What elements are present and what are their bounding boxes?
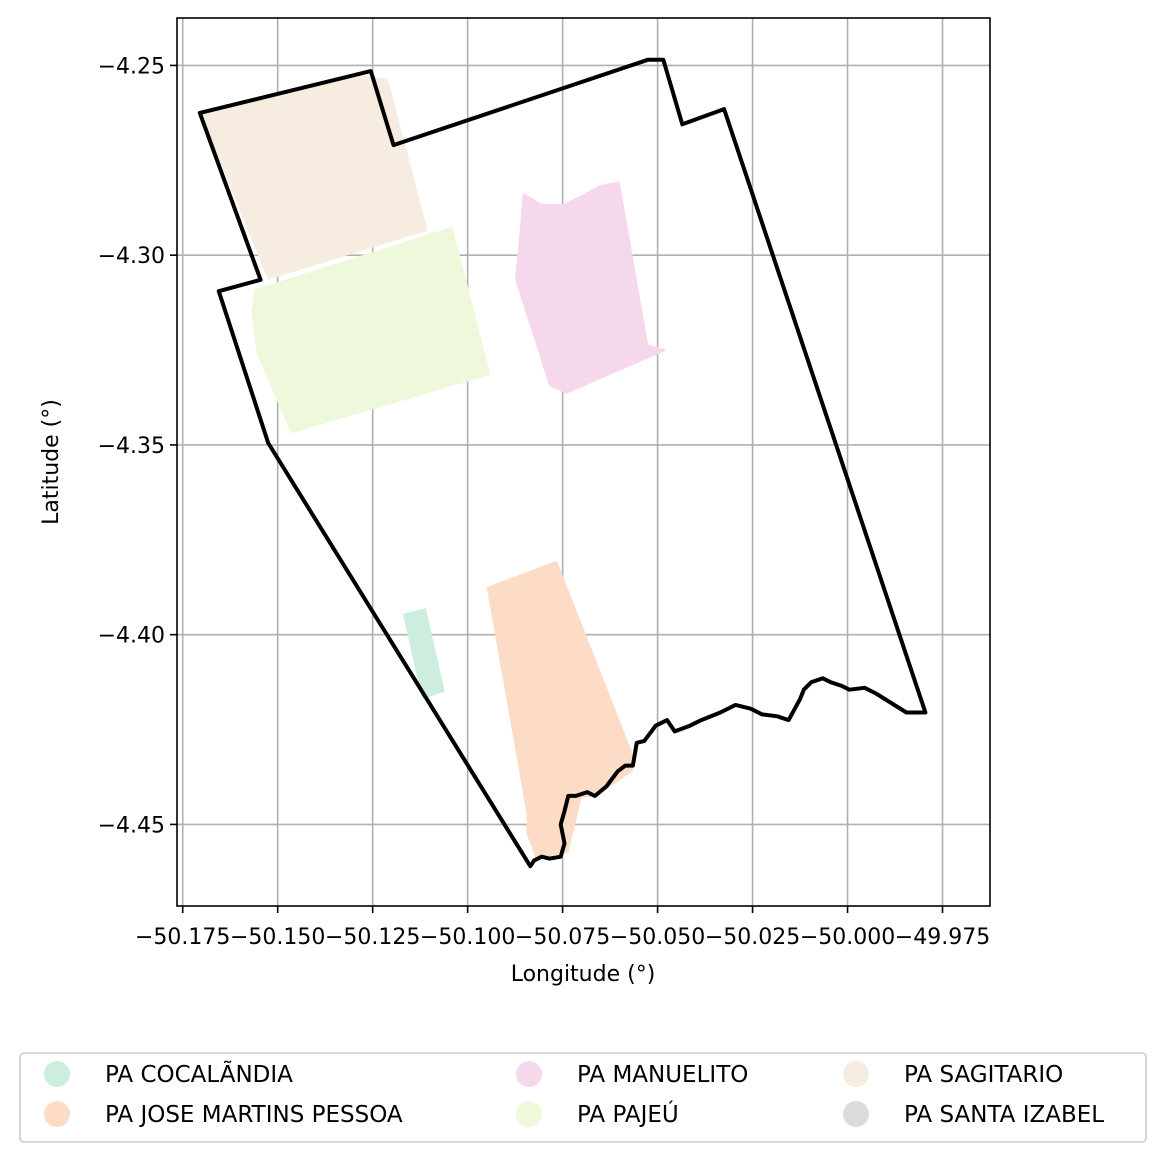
parcel-polygon-2 [515, 181, 668, 394]
x-tick-label-3: −50.100 [420, 925, 515, 950]
legend-label-5: PA SANTA IZABEL [904, 1102, 1104, 1128]
y-tick-label-3: −4.40 [98, 624, 165, 649]
parcel-polygon-4 [199, 74, 428, 280]
legend-label-1: PA JOSE MARTINS PESSOA [105, 1102, 403, 1128]
x-tick-label-6: −50.025 [705, 925, 800, 950]
legend-marker-5 [843, 1101, 869, 1127]
parcel-polygon-3 [251, 226, 491, 434]
legend-marker-4 [843, 1061, 869, 1087]
x-axis-title: Longitude (°) [511, 962, 656, 987]
parcel-polygon-0 [403, 608, 445, 700]
parcel-polygon-1 [486, 560, 633, 859]
x-tick-label-8: −49.975 [895, 925, 990, 950]
x-tick-label-7: −50.000 [800, 925, 895, 950]
legend-items: PA COCALÃNDIA PA JOSE MARTINS PESSOA PA MA… [44, 1060, 1104, 1128]
legend-marker-2 [516, 1061, 542, 1087]
x-axis-ticks: −50.175 −50.150 −50.125 −50.100 −50.075 −50.0… [135, 906, 990, 950]
plot-frame [176, 17, 991, 907]
y-axis-ticks: −4.25 −4.30 −4.35 −4.40 −4.45 [98, 54, 177, 838]
parcel-polygons [199, 74, 668, 859]
y-tick-label-4: −4.45 [98, 813, 165, 838]
legend-label-2: PA MANUELITO [577, 1062, 748, 1088]
municipality-boundary [197, 57, 928, 869]
x-tick-label-4: −50.075 [515, 925, 610, 950]
legend: PA COCALÃNDIA PA JOSE MARTINS PESSOA PA MA… [19, 1052, 1147, 1143]
legend-label-0: PA COCALÃNDIA [105, 1060, 293, 1088]
x-tick-label-0: −50.175 [135, 925, 230, 950]
x-tick-label-1: −50.150 [230, 925, 325, 950]
y-axis-title: Latitude (°) [39, 399, 64, 525]
legend-label-3: PA PAJEÚ [577, 1100, 679, 1128]
legend-marker-0 [44, 1061, 70, 1087]
legend-label-4: PA SAGITARIO [904, 1062, 1063, 1088]
x-tick-label-2: −50.125 [325, 925, 420, 950]
y-tick-label-2: −4.35 [98, 434, 165, 459]
y-tick-label-0: −4.25 [98, 54, 165, 79]
legend-marker-3 [516, 1101, 542, 1127]
legend-marker-1 [44, 1101, 70, 1127]
y-tick-label-1: −4.30 [98, 244, 165, 269]
boundary-outline [197, 57, 928, 869]
x-tick-label-5: −50.050 [610, 925, 705, 950]
